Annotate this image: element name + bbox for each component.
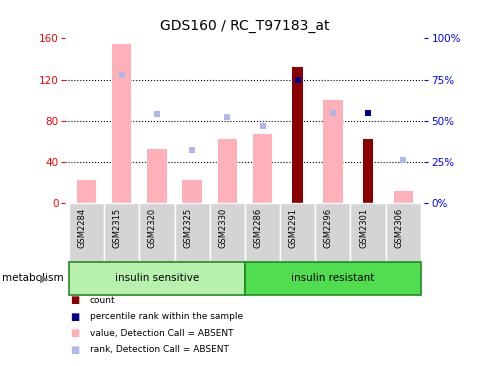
Bar: [147, 149, 166, 203]
Text: GSM2301: GSM2301: [358, 208, 367, 248]
Text: GSM2286: GSM2286: [253, 208, 262, 248]
Text: insulin sensitive: insulin sensitive: [115, 273, 198, 283]
Text: GSM2325: GSM2325: [183, 208, 192, 248]
Bar: [393, 191, 412, 203]
Bar: [77, 180, 96, 203]
Bar: [174, 203, 209, 262]
Text: GSM2330: GSM2330: [218, 208, 227, 248]
Text: value, Detection Call = ABSENT: value, Detection Call = ABSENT: [90, 329, 233, 337]
Bar: [280, 203, 315, 262]
Text: GSM2296: GSM2296: [323, 208, 332, 248]
Bar: [139, 203, 174, 262]
Bar: [112, 44, 131, 203]
Bar: [244, 262, 420, 295]
Text: ■: ■: [70, 328, 79, 338]
Bar: [350, 203, 385, 262]
Text: GSM2306: GSM2306: [393, 208, 402, 248]
Text: GSM2320: GSM2320: [148, 208, 157, 248]
Text: insulin resistant: insulin resistant: [290, 273, 374, 283]
Text: ▶: ▶: [40, 273, 49, 283]
Bar: [322, 100, 342, 203]
Bar: [69, 203, 104, 262]
Bar: [362, 139, 373, 203]
Text: GSM2284: GSM2284: [77, 208, 87, 248]
Text: count: count: [90, 296, 115, 305]
Bar: [244, 203, 280, 262]
Bar: [252, 134, 272, 203]
Bar: [104, 203, 139, 262]
Bar: [315, 203, 350, 262]
Text: GSM2315: GSM2315: [113, 208, 121, 248]
Text: percentile rank within the sample: percentile rank within the sample: [90, 312, 242, 321]
Text: GSM2291: GSM2291: [288, 208, 297, 248]
Bar: [217, 139, 237, 203]
Bar: [209, 203, 244, 262]
Text: ■: ■: [70, 344, 79, 355]
Bar: [182, 180, 201, 203]
Bar: [69, 262, 244, 295]
Text: metabolism: metabolism: [2, 273, 64, 283]
Bar: [292, 67, 302, 203]
Text: ■: ■: [70, 295, 79, 305]
Text: ■: ■: [70, 311, 79, 322]
Text: rank, Detection Call = ABSENT: rank, Detection Call = ABSENT: [90, 345, 228, 354]
Bar: [385, 203, 420, 262]
Text: GDS160 / RC_T97183_at: GDS160 / RC_T97183_at: [160, 19, 329, 33]
